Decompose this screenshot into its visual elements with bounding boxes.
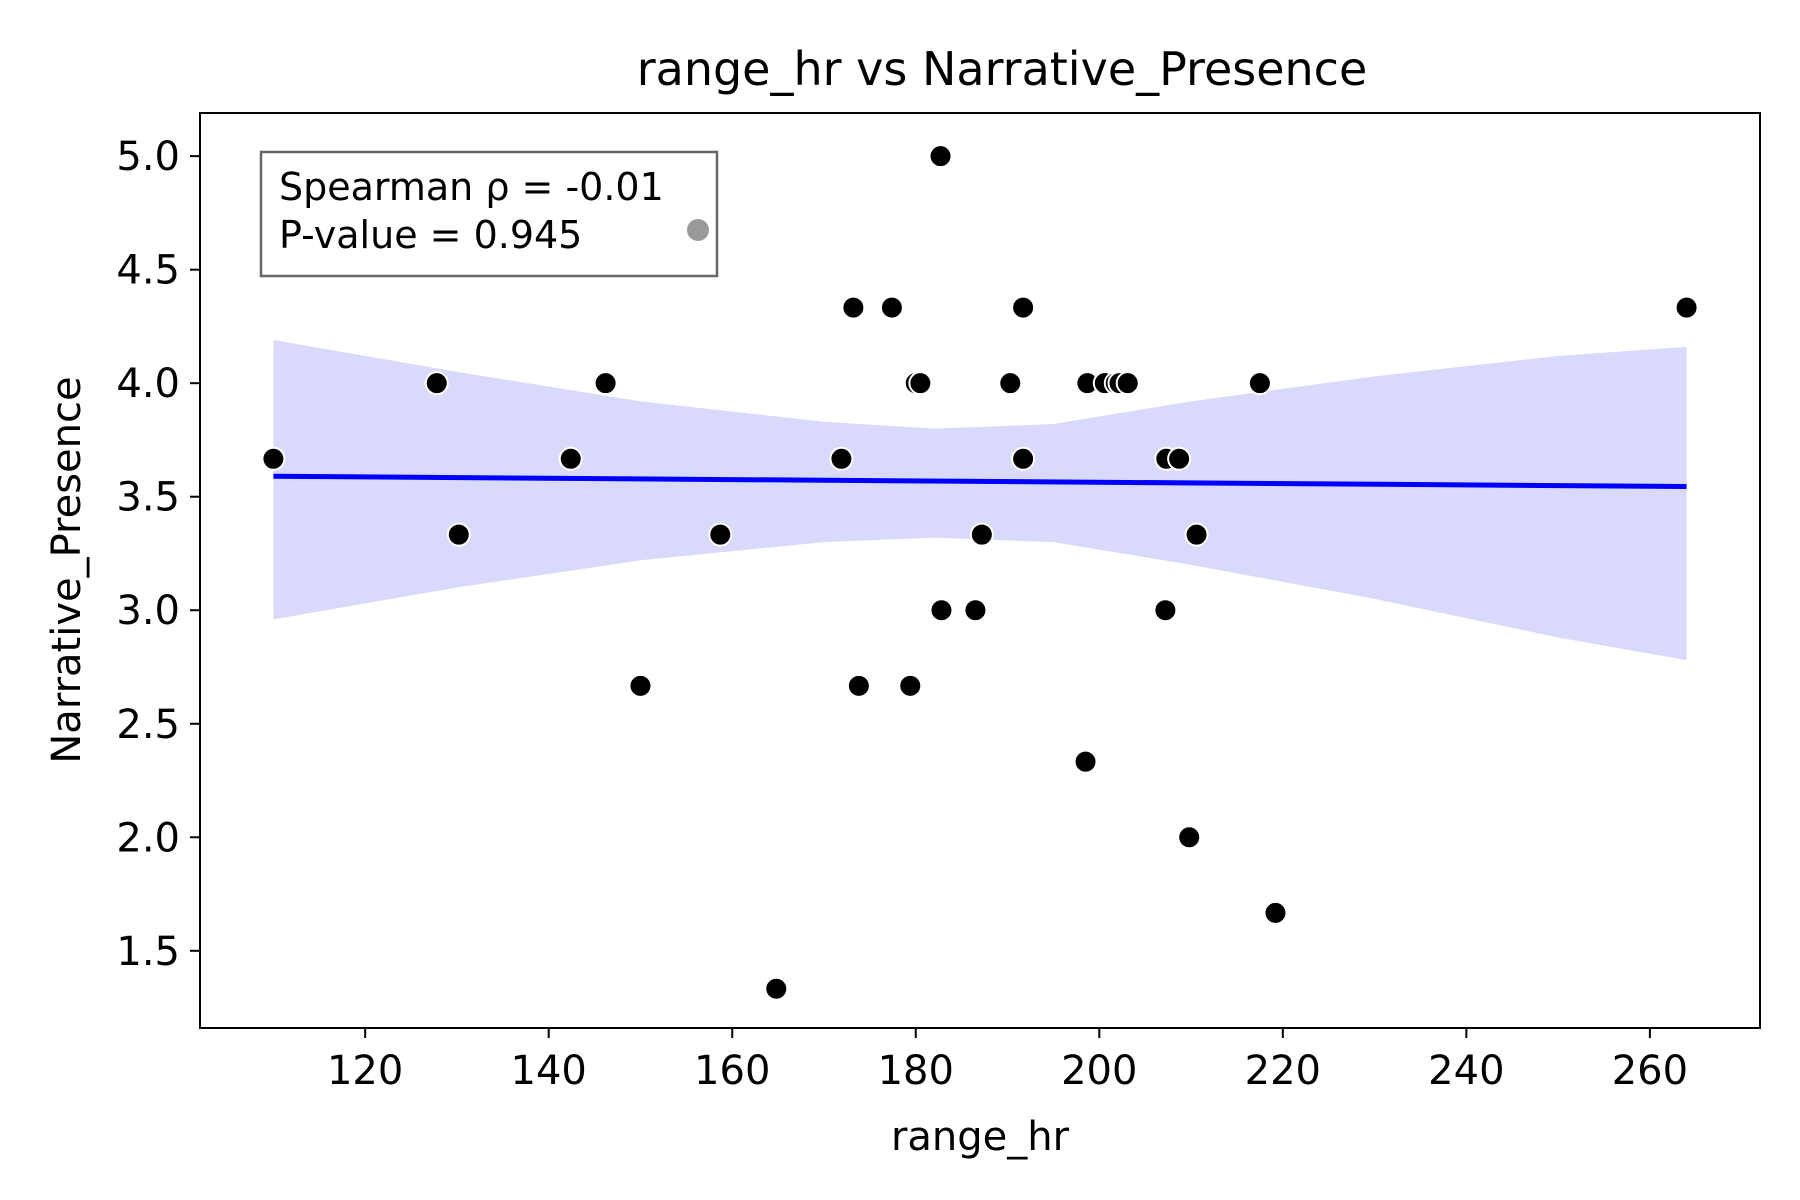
data-point xyxy=(929,598,954,623)
y-tick-label: 4.0 xyxy=(116,361,180,407)
data-point xyxy=(764,976,789,1001)
x-tick-label: 200 xyxy=(1061,1048,1137,1094)
x-axis-ticks: 120 140 160 180 200 220 240 260 xyxy=(327,1028,1688,1094)
y-tick-label: 2.5 xyxy=(116,702,180,748)
data-point xyxy=(908,371,933,396)
data-point xyxy=(1674,295,1699,320)
stats-annotation-line-2: P-value = 0.945 xyxy=(279,213,582,257)
data-point xyxy=(1177,825,1202,850)
x-tick-label: 180 xyxy=(878,1048,954,1094)
data-point xyxy=(1073,749,1098,774)
regression-line-layer xyxy=(273,473,1687,489)
data-points-layer xyxy=(261,144,1699,1001)
x-axis-label: range_hr xyxy=(891,1114,1070,1160)
y-tick-label: 2.0 xyxy=(116,815,180,861)
stats-annotation-marker xyxy=(687,219,709,241)
data-point xyxy=(628,673,653,698)
data-point xyxy=(841,295,866,320)
data-point xyxy=(829,446,854,471)
y-tick-label: 3.5 xyxy=(116,475,180,521)
regression-line xyxy=(273,473,1687,489)
x-tick-label: 140 xyxy=(511,1048,587,1094)
y-tick-label: 5.0 xyxy=(116,134,180,180)
y-tick-label: 3.0 xyxy=(116,588,180,634)
data-point xyxy=(424,371,449,396)
data-point xyxy=(708,522,733,547)
data-point xyxy=(1011,295,1036,320)
data-point xyxy=(558,446,583,471)
data-point xyxy=(1153,598,1178,623)
data-point xyxy=(998,371,1023,396)
data-point xyxy=(879,295,904,320)
data-point xyxy=(969,522,994,547)
data-point xyxy=(846,673,871,698)
data-point xyxy=(261,446,286,471)
x-tick-label: 260 xyxy=(1612,1048,1688,1094)
plot-frame xyxy=(199,112,1761,1029)
data-point xyxy=(1011,446,1036,471)
y-axis-ticks: 1.5 2.0 2.5 3.0 3.5 4.0 4.5 5.0 xyxy=(116,134,200,975)
stats-annotation-line-1: Spearman ρ = -0.01 xyxy=(279,165,664,209)
y-tick-label: 1.5 xyxy=(116,929,180,975)
confidence-band-layer xyxy=(273,340,1687,661)
x-tick-label: 120 xyxy=(327,1048,403,1094)
data-point xyxy=(593,371,618,396)
data-point xyxy=(1115,371,1140,396)
x-tick-label: 220 xyxy=(1245,1048,1321,1094)
data-point xyxy=(1247,371,1272,396)
data-point xyxy=(928,144,953,169)
stats-annotation-box xyxy=(259,150,719,278)
data-point xyxy=(1263,900,1288,925)
data-point xyxy=(1167,446,1192,471)
confidence-band xyxy=(273,340,1687,661)
chart-title: range_hr vs Narrative_Presence xyxy=(637,42,1368,96)
data-point xyxy=(963,598,988,623)
x-tick-label: 240 xyxy=(1428,1048,1504,1094)
y-axis-label: Narrative_Presence xyxy=(44,376,90,763)
x-tick-label: 160 xyxy=(694,1048,770,1094)
data-point xyxy=(898,673,923,698)
data-point xyxy=(446,522,471,547)
stats-annotation: Spearman ρ = -0.01 P-value = 0.945 xyxy=(259,150,719,278)
data-point xyxy=(1184,522,1209,547)
y-tick-label: 4.5 xyxy=(116,248,180,294)
